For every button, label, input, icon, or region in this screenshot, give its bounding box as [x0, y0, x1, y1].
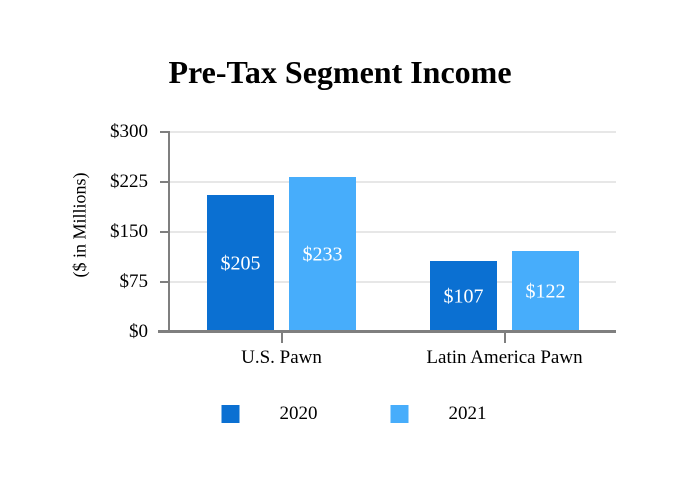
legend-swatch-icon — [390, 405, 409, 423]
y-axis-tick — [160, 131, 170, 133]
legend-item-2021: 2021 — [390, 403, 487, 425]
bar-value-label: $233 — [302, 243, 343, 265]
y-axis-tick-label: $300 — [110, 121, 148, 142]
bar-value-label: $107 — [443, 285, 484, 307]
bar-value-label: $205 — [220, 252, 261, 274]
x-axis-line — [158, 330, 616, 333]
x-axis-tick — [503, 333, 506, 343]
bar-value-label: $122 — [525, 280, 566, 302]
chart-title: Pre-Tax Segment Income — [168, 54, 512, 90]
x-axis-category-label: U.S. Pawn — [241, 347, 322, 368]
x-axis-category-label: Latin America Pawn — [426, 347, 583, 368]
bar-2021-u-s-pawn: $233 — [289, 177, 356, 332]
y-axis-tick — [160, 181, 170, 183]
y-axis-tick-label: $0 — [129, 321, 148, 342]
legend-item-2020: 2020 — [221, 403, 318, 425]
legend-label: 2020 — [279, 403, 318, 424]
gridline — [170, 181, 616, 183]
gridline — [170, 231, 616, 233]
legend: 2020 2021 — [221, 403, 487, 425]
bar-2021-latin-america-pawn: $122 — [512, 251, 579, 332]
legend-label: 2021 — [448, 403, 487, 424]
bar-2020-u-s-pawn: $205 — [207, 195, 274, 332]
y-axis-tick-label: $75 — [119, 271, 149, 292]
gridline — [170, 281, 616, 283]
bar-2020-latin-america-pawn: $107 — [430, 261, 497, 332]
y-axis-tick — [160, 231, 170, 233]
x-axis-tick — [280, 333, 283, 343]
y-axis-tick-label: $225 — [110, 171, 148, 192]
y-axis-line — [168, 132, 170, 332]
y-axis-tick — [160, 281, 170, 283]
y-axis-tick-label: $150 — [110, 221, 148, 242]
legend-swatch-icon — [221, 405, 240, 423]
gridline — [170, 131, 616, 133]
